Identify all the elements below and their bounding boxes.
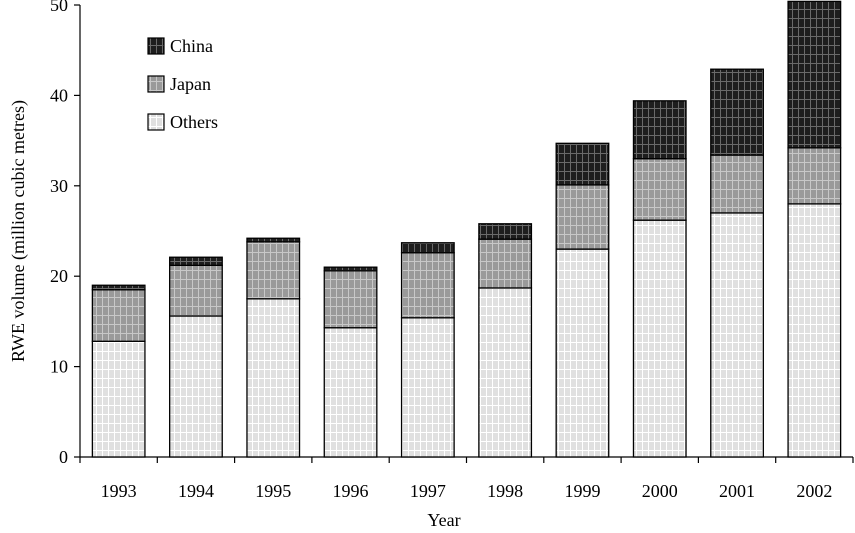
x-tick-label: 1996 xyxy=(333,481,369,501)
bar-segment-others-2000 xyxy=(632,219,687,458)
bar-segment-japan-1997 xyxy=(400,252,455,319)
x-axis-title: Year xyxy=(427,510,460,530)
bar-segment-japan-1996 xyxy=(323,270,378,329)
bar-segment-china-1995 xyxy=(246,237,301,243)
bar-segment-others-1996 xyxy=(323,327,378,458)
y-tick-label: 20 xyxy=(50,266,68,286)
bar-segment-china-1998 xyxy=(478,223,533,240)
bar-segment-others-2001 xyxy=(710,212,764,458)
bar-segment-others-1997 xyxy=(400,317,455,458)
x-tick-label: 1999 xyxy=(564,481,600,501)
y-tick-label: 30 xyxy=(50,176,68,196)
x-tick-label: 1997 xyxy=(410,481,446,501)
y-tick-label: 0 xyxy=(59,447,68,467)
bar-segment-others-2002 xyxy=(787,203,842,458)
bar-segment-others-1995 xyxy=(246,298,301,458)
x-axis-ticks: 1993 1994 1995 1996 1997 1998 1999 2000 2001 2002 xyxy=(79,457,854,501)
x-tick-label: 1995 xyxy=(255,481,291,501)
x-tick-label: 2001 xyxy=(719,481,755,501)
bar-segment-china-1999 xyxy=(555,142,610,186)
legend-label-japan: Japan xyxy=(170,74,211,94)
bar-segment-japan-2001 xyxy=(710,154,764,214)
x-tick-label: 2002 xyxy=(796,481,832,501)
x-tick-label: 2000 xyxy=(642,481,678,501)
bar-segment-china-1996 xyxy=(323,266,378,272)
bar-segment-japan-1999 xyxy=(555,184,610,250)
y-axis-ticks: 0 10 20 30 40 50 xyxy=(50,0,80,467)
bar-segment-japan-1998 xyxy=(478,238,533,289)
y-tick-label: 40 xyxy=(50,85,68,105)
bar-segment-china-1997 xyxy=(400,242,455,254)
bar-segment-others-1994 xyxy=(169,315,223,458)
bar-segment-japan-1993 xyxy=(91,289,146,342)
bar-segment-japan-1995 xyxy=(246,241,301,300)
bar-segment-others-1998 xyxy=(478,287,533,458)
bar-segment-japan-2000 xyxy=(632,158,687,221)
bar-segment-others-1999 xyxy=(555,248,610,458)
legend-label-china: China xyxy=(170,36,213,56)
legend-swatch-japan xyxy=(147,75,165,93)
plot-area: 0 10 20 30 40 50 1993 1994 1995 1996 1997 1998 1999… xyxy=(50,0,854,501)
bars xyxy=(91,0,842,458)
y-tick-label: 50 xyxy=(50,0,68,15)
legend-label-others: Others xyxy=(170,112,218,132)
bar-segment-china-2002 xyxy=(787,0,842,149)
bar-segment-japan-2002 xyxy=(787,147,842,205)
legend: China Japan Others xyxy=(147,36,218,132)
bar-segment-china-1994 xyxy=(169,256,223,267)
x-tick-label: 1993 xyxy=(101,481,137,501)
legend-swatch-others xyxy=(147,113,165,131)
bar-segment-china-2001 xyxy=(710,68,764,156)
bar-segment-japan-1994 xyxy=(169,264,223,317)
bar-segment-china-2000 xyxy=(632,100,687,160)
y-tick-label: 10 xyxy=(50,357,68,377)
bar-segment-others-1993 xyxy=(91,340,146,458)
bar-segment-china-1993 xyxy=(91,284,146,291)
x-tick-label: 1998 xyxy=(487,481,523,501)
y-axis-title: RWE volume (million cubic metres) xyxy=(8,100,29,362)
x-tick-label: 1994 xyxy=(178,481,214,501)
legend-swatch-china xyxy=(147,37,165,55)
